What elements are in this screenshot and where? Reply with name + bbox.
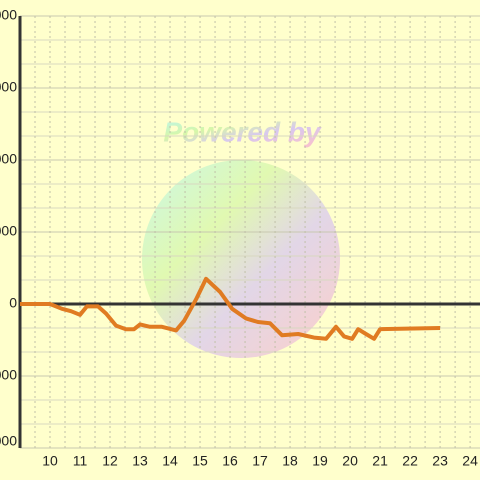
- x-tick-label: 22: [402, 453, 418, 469]
- data-line: [20, 276, 441, 341]
- x-tick-label: 23: [432, 453, 448, 469]
- x-tick-label: 21: [372, 453, 388, 469]
- x-tick-label: 15: [192, 453, 208, 469]
- x-tick-label: 11: [73, 453, 88, 469]
- x-tick-label: 19: [312, 453, 328, 469]
- x-tick-label: 17: [252, 453, 268, 469]
- y-tick-label: 6,000: [0, 151, 17, 167]
- x-tick-label: 12: [102, 453, 118, 469]
- watermark-text: Powered by: [163, 116, 322, 147]
- x-tick-label: 13: [132, 453, 148, 469]
- y-tick-label: 12,000: [0, 7, 17, 23]
- x-tick-label: 24: [462, 453, 478, 469]
- y-tick-label: -3,000: [0, 367, 17, 383]
- y-tick-label: 0: [9, 295, 17, 311]
- y-tick-label: 3,000: [0, 223, 17, 239]
- x-tick-label: 16: [222, 453, 238, 469]
- x-tick-label: 18: [282, 453, 298, 469]
- x-tick-label: 14: [162, 453, 178, 469]
- y-tick-label: 9,000: [0, 79, 17, 95]
- x-tick-label: 20: [342, 453, 358, 469]
- x-tick-label: 10: [42, 453, 58, 469]
- y-tick-label: -6,000: [0, 433, 17, 449]
